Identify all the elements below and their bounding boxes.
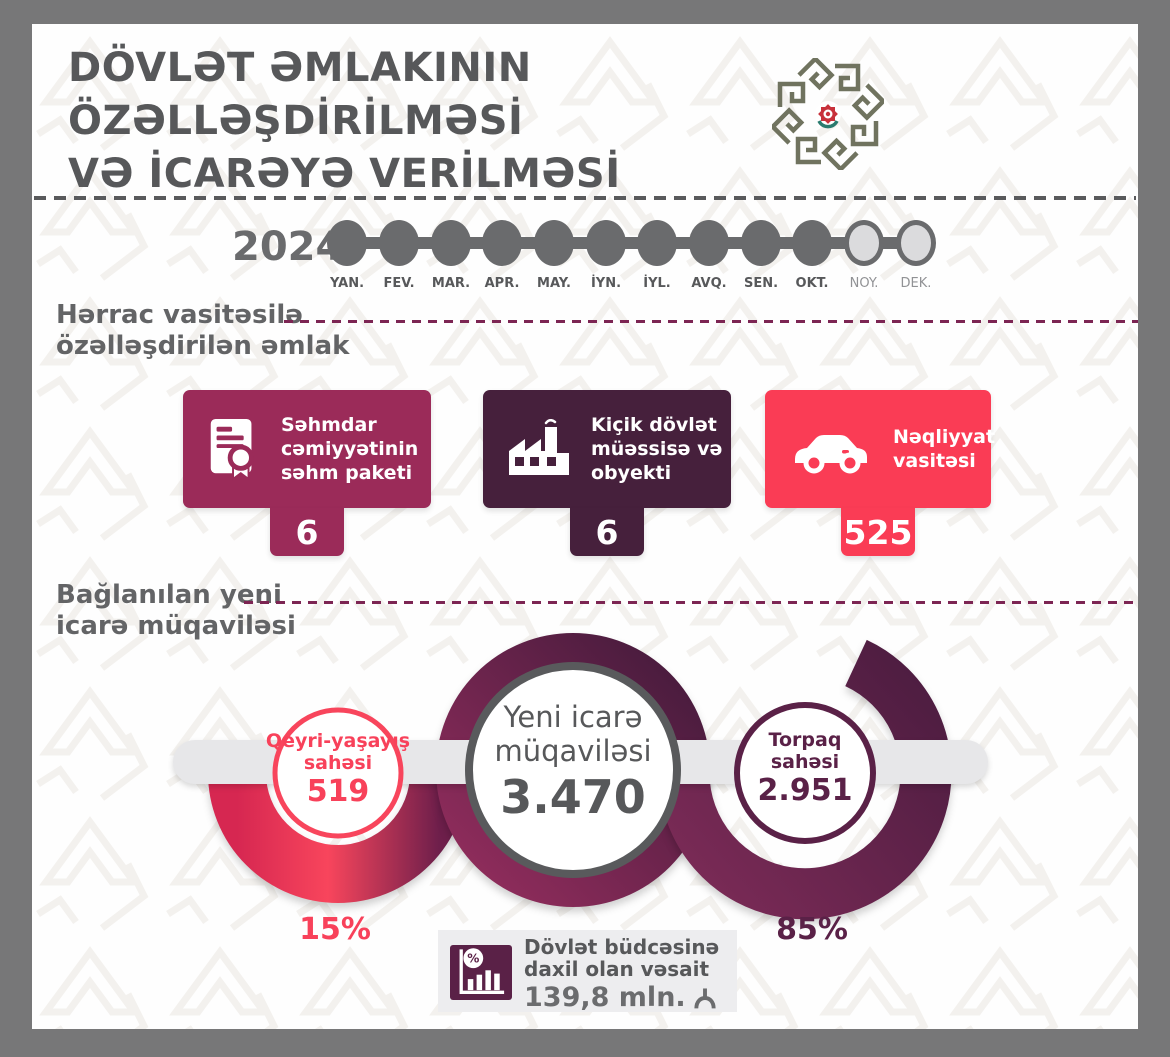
stat-card-label: Nəqliyyat vasitəsi xyxy=(893,426,996,472)
certificate-icon xyxy=(210,418,254,481)
timeline-month-label: İYL. xyxy=(643,276,671,291)
timeline-dot xyxy=(792,220,832,266)
page: DÖVLƏT ƏMLAKININ ÖZƏLLƏŞDİRİLMƏSİ VƏ İCA… xyxy=(32,24,1138,1029)
right-bubble-label: Torpaq sahəsi xyxy=(768,729,842,773)
car-icon xyxy=(795,435,867,474)
stat-card-shares: Səhmdar cəmiyyətinin səhm paketi xyxy=(183,390,431,508)
right-percent-label: 85% xyxy=(776,912,848,947)
timeline-dot xyxy=(379,220,419,266)
timeline-month-label: APR. xyxy=(484,276,520,291)
stat-card-value: 6 xyxy=(595,512,619,552)
svg-text:%: % xyxy=(467,952,479,966)
timeline-dot xyxy=(534,220,574,266)
right-bubble-value: 2.951 xyxy=(757,773,853,808)
left-percent-label: 15% xyxy=(299,912,371,947)
percent-chart-icon: % xyxy=(459,948,505,994)
stat-card-value-tab: 6 xyxy=(270,508,344,556)
left-donut-arc xyxy=(208,772,468,903)
stat-card-value: 525 xyxy=(843,512,913,552)
left-bubble-label: Qeyri-yaşayış sahəsi xyxy=(265,730,411,774)
budget-amount: 139,8 mln. xyxy=(524,982,686,1013)
right-bubble-text: Torpaq sahəsi 2.951 xyxy=(715,729,895,808)
privatization-heading-rule xyxy=(284,320,1138,323)
stat-card-value: 6 xyxy=(295,512,319,552)
lease-heading: Bağlanılan yeni icarə müqaviləsi xyxy=(56,580,296,641)
timeline-month-label: MAR. xyxy=(431,276,471,291)
center-bubble-label: Yeni icarə müqaviləsi xyxy=(494,700,652,768)
center-bubble-text: Yeni icarə müqaviləsi 3.470 xyxy=(453,700,693,824)
timeline-month-label: YAN. xyxy=(329,276,365,291)
stat-card-enterprises: Kiçik dövlət müəssisə və obyekti xyxy=(483,390,731,508)
stat-card-vehicles: Nəqliyyat vasitəsi xyxy=(765,390,995,508)
timeline-month-label: MAY. xyxy=(537,276,571,291)
lease-heading-rule xyxy=(244,601,1138,604)
privatization-heading: Hərrac vasitəsilə özəlləşdirilən əmlak xyxy=(56,300,350,361)
left-bubble-value: 519 xyxy=(306,774,370,809)
factory-icon xyxy=(509,419,569,475)
timeline-dot xyxy=(896,220,936,266)
stat-card-label: Kiçik dövlət müəssisə və obyekti xyxy=(591,414,723,484)
timeline-dot xyxy=(431,220,471,266)
stat-card-label: Səhmdar cəmiyyətinin səhm paketi xyxy=(281,414,419,484)
timeline-dot xyxy=(482,220,522,266)
right-bubble xyxy=(734,702,876,844)
budget-line1: Dövlət büdcəsinə xyxy=(524,935,720,959)
timeline-dot xyxy=(637,220,677,266)
lease-diagram xyxy=(173,633,988,920)
page-title: DÖVLƏT ƏMLAKININ ÖZƏLLƏŞDİRİLMƏSİ VƏ İCA… xyxy=(68,45,621,197)
timeline-dot xyxy=(689,220,729,266)
top-separator xyxy=(34,196,1136,200)
timeline-month-label: DEK. xyxy=(900,276,932,291)
timeline-dot xyxy=(844,220,884,266)
stat-card-value-tab: 525 xyxy=(841,508,915,556)
stat-card-value-tab: 6 xyxy=(570,508,644,556)
budget-box: % Dövlət büdcəsinə daxil olan vəsait 139… xyxy=(438,930,737,1013)
timeline-month-label: FEV. xyxy=(383,276,415,291)
timeline-month-label: İYN. xyxy=(590,276,622,291)
timeline-year: 2024 xyxy=(232,224,344,270)
timeline-dot xyxy=(327,220,367,266)
left-bubble xyxy=(272,707,404,839)
right-donut-arc xyxy=(658,639,952,920)
brand: ƏMLAK MƏSƏLƏLƏRİ DÖVLƏT XİDMƏTİ xyxy=(752,54,1132,184)
timeline-dot xyxy=(586,220,626,266)
center-bubble-value: 3.470 xyxy=(500,770,646,824)
budget-icon-tile: % xyxy=(450,945,512,1000)
timeline-month-label: AVQ. xyxy=(691,276,727,291)
agency-logo-icon xyxy=(772,58,884,170)
manat-icon xyxy=(694,987,716,1009)
center-bubble-circle xyxy=(465,662,681,878)
timeline-track xyxy=(332,237,927,249)
left-bubble-text: Qeyri-yaşayış sahəsi 519 xyxy=(248,730,428,809)
timeline-month-label: NOY. xyxy=(849,276,879,291)
timeline-month-label: OKT. xyxy=(795,276,829,291)
timeline-dot xyxy=(741,220,781,266)
budget-line2: daxil olan vəsait xyxy=(524,957,710,981)
timeline-month-label: SEN. xyxy=(743,276,779,291)
